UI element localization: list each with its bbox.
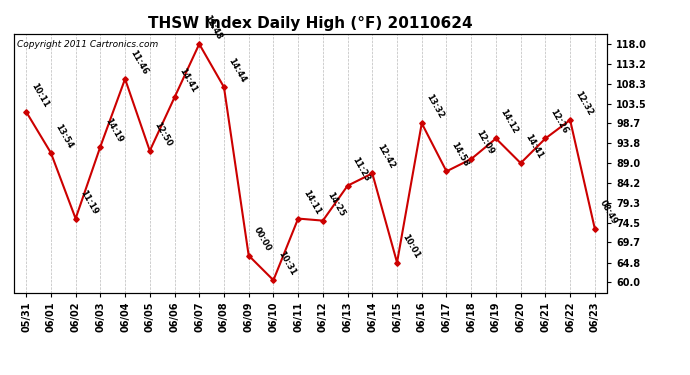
Text: 12:50: 12:50 [152, 120, 174, 148]
Text: 14:41: 14:41 [177, 67, 199, 94]
Text: 14:11: 14:11 [301, 188, 322, 216]
Text: 14:58: 14:58 [449, 141, 471, 168]
Text: 13:32: 13:32 [424, 93, 446, 120]
Text: 10:01: 10:01 [400, 232, 421, 260]
Text: Copyright 2011 Cartronics.com: Copyright 2011 Cartronics.com [17, 40, 158, 49]
Text: 11:19: 11:19 [79, 188, 99, 216]
Text: 10:11: 10:11 [29, 81, 50, 109]
Title: THSW Index Daily High (°F) 20110624: THSW Index Daily High (°F) 20110624 [148, 16, 473, 31]
Text: 00:00: 00:00 [251, 225, 273, 253]
Text: 11:23: 11:23 [351, 155, 371, 183]
Text: 14:44: 14:44 [227, 57, 248, 84]
Text: 11:46: 11:46 [128, 48, 149, 76]
Text: 14:12: 14:12 [499, 108, 520, 136]
Text: 14:25: 14:25 [326, 190, 347, 218]
Text: 14:19: 14:19 [103, 116, 124, 144]
Text: 12:42: 12:42 [375, 143, 396, 171]
Text: 12:32: 12:32 [573, 90, 594, 117]
Text: 13:54: 13:54 [54, 122, 75, 150]
Text: 12:09: 12:09 [474, 129, 495, 156]
Text: 08:49: 08:49 [598, 199, 619, 226]
Text: 12:26: 12:26 [548, 108, 569, 136]
Text: 14:41: 14:41 [524, 133, 544, 160]
Text: 12:48: 12:48 [202, 13, 223, 41]
Text: 10:31: 10:31 [276, 250, 297, 278]
